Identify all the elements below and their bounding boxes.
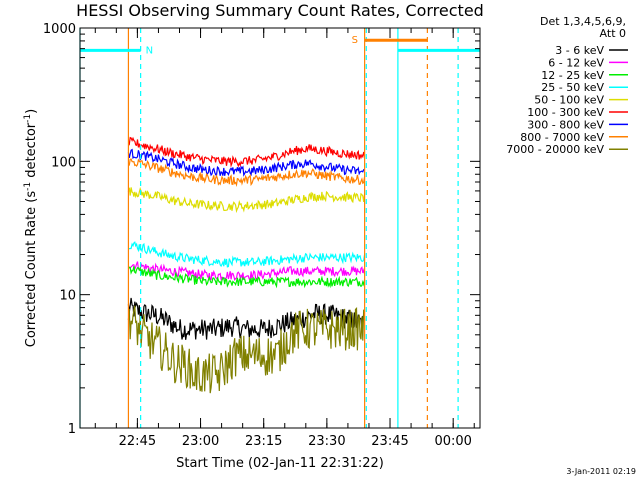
legend-label: 800 - 7000 keV (520, 131, 604, 144)
series-line-300-800kev (127, 148, 365, 177)
x-tick-label: 23:45 (371, 434, 408, 449)
legend-label: 12 - 25 keV (541, 69, 604, 82)
chart-axes: 1 10 100 1000 22:45 23:00 23:15 23:30 23:45 00:00 (43, 22, 481, 449)
legend-label: 25 - 50 keV (541, 81, 604, 94)
x-tick-label: 22:45 (119, 434, 156, 449)
legend-label: 50 - 100 keV (534, 94, 604, 107)
chart-title: HESSI Observing Summary Count Rates, Cor… (76, 1, 484, 20)
plot-timestamp: 3-Jan-2011 02:19 (566, 467, 636, 476)
plot-frame (79, 27, 481, 429)
legend-header-line-1: Det 1,3,4,5,6,9, (540, 15, 626, 28)
series-line-100-300kev (127, 136, 366, 168)
legend-label: 6 - 12 keV (548, 56, 604, 69)
x-tick-label: 23:00 (182, 434, 219, 449)
x-tick-label: 23:30 (308, 434, 345, 449)
y-axis-label-end: ) (24, 109, 39, 114)
flag-label-n: N (146, 45, 153, 56)
series-line-50-100kev (127, 186, 366, 214)
legend-label: 300 - 800 keV (527, 118, 604, 131)
x-tick-label: 23:15 (245, 434, 282, 449)
legend-label: 7000 - 20000 keV (506, 143, 604, 156)
series-line-25-50kev (128, 241, 366, 268)
x-axis-label: Start Time (02-Jan-11 22:31:22) (176, 456, 384, 471)
y-axis-label-main: Corrected Count Rate (s (24, 191, 39, 348)
series-line-12-25kev (127, 265, 366, 289)
legend-header-line-2: Att 0 (600, 27, 626, 40)
y-tick-label: 1000 (43, 22, 76, 37)
series-line-6-12kev (128, 261, 366, 282)
legend-label: 100 - 300 keV (527, 106, 604, 119)
chart-marks: NS (79, 28, 480, 428)
x-tick-label: 00:00 (434, 434, 471, 449)
series-line-7000-20000kev (127, 305, 366, 394)
y-axis-label: Corrected Count Rate (s-1 detector-1) (23, 109, 39, 347)
y-axis-label-sup2: -1 (23, 114, 33, 123)
legend-label: 3 - 6 keV (555, 44, 604, 57)
series-line-800-7000kev (128, 158, 366, 188)
flag-label-s: S (352, 35, 358, 46)
y-axis-label-sup1: -1 (23, 182, 33, 191)
y-axis-label-mid: detector (24, 122, 39, 182)
y-tick-label: 10 (59, 289, 76, 304)
y-tick-label: 1 (68, 422, 76, 437)
y-tick-label: 100 (51, 155, 76, 170)
